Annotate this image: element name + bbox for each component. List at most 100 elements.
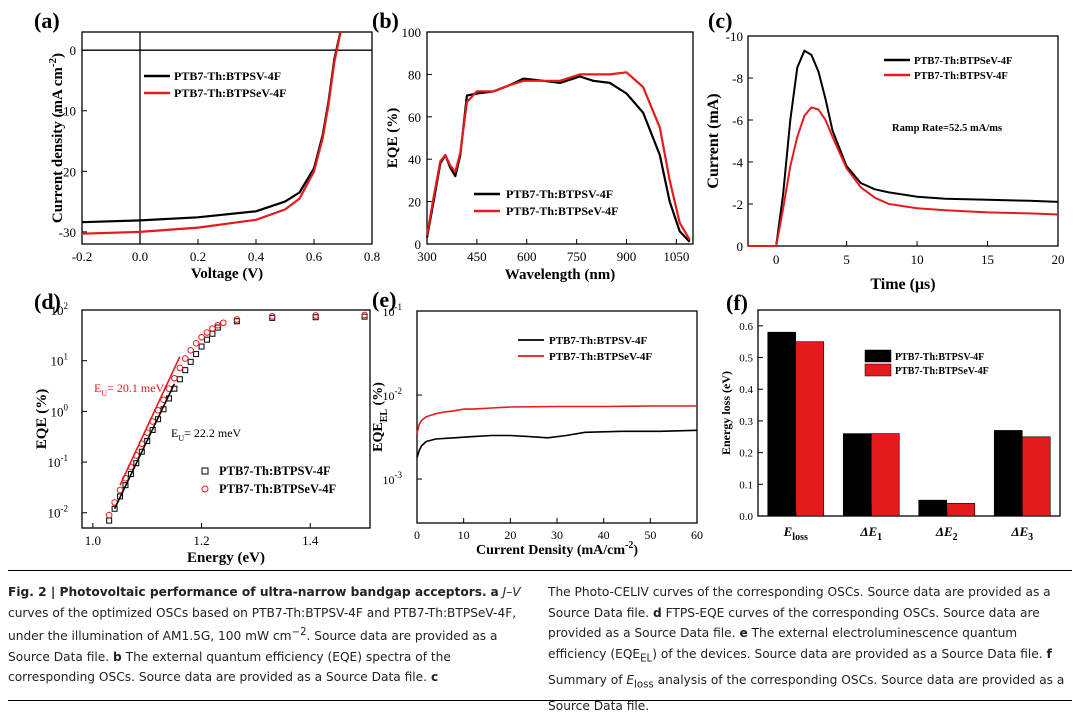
chart-e-series-btpsv	[416, 429, 698, 458]
chart-d-point-btpsev	[233, 316, 241, 323]
chart-d-ytick-label: 100	[51, 402, 69, 419]
caption-c-text: The Photo-CELIV curves of the correspond…	[548, 585, 1051, 620]
chart-e-ytick-exp: -1	[395, 302, 403, 312]
chart-f-ytick-label: 0.1	[739, 479, 753, 491]
chart-c-xtick-label: 0	[773, 252, 780, 267]
chart-d-annotation-rest: = 20.1 meV	[107, 381, 164, 395]
chart-a-ytick-label: 0	[70, 43, 77, 58]
chart-a-ytick-label: -30	[59, 225, 76, 240]
chart-d-ytick-base: 10	[51, 303, 64, 318]
chart-a-ytick-label: -10	[59, 104, 76, 119]
chart-f-ytick-label: 0.5	[739, 353, 753, 365]
caption-a-text2: . Source data are provided as a Source D…	[8, 629, 498, 664]
chart-a-xlabel: Voltage (V)	[191, 266, 263, 282]
chart-e-ytick-label: 10-1	[383, 302, 403, 319]
chart-a-ytick-label: -20	[59, 164, 76, 179]
caption-d-text: FTPS-EQE curves of the corresponding OSC…	[548, 605, 1040, 641]
chart-e-ytick-label: 10-2	[383, 386, 403, 403]
chart-f-bar-btpsev	[1021, 436, 1051, 517]
chart-a-xtick-label: 0.2	[190, 249, 206, 264]
chart-f-legend-swatch	[864, 363, 892, 377]
chart-e-ytick-exp: -2	[395, 386, 403, 396]
chart-d-point-btpsev	[105, 511, 113, 519]
chart-d-point-btpsv	[106, 517, 113, 524]
chart-d-xlabel: Energy (eV)	[187, 550, 265, 566]
caption-right-column: The Photo-CELIV curves of the correspond…	[548, 582, 1073, 716]
caption-divider-top	[8, 570, 1072, 571]
chart-b-xtick-label: 600	[517, 249, 537, 264]
chart-d-point-btpsev	[214, 321, 222, 329]
chart-d-ytick-base: 10	[51, 404, 64, 419]
caption-a-label: a	[490, 585, 499, 599]
chart-d-point-btpsev	[268, 313, 276, 320]
chart-d-fit-btpsev	[119, 356, 181, 486]
chart-b-xtick-label: 750	[567, 249, 587, 264]
chart-d-point-btpsv	[193, 351, 200, 358]
caption-f-text1: Summary of	[548, 672, 623, 687]
chart-b-eqe: 300 450 600 750 900 1050 0 20 40 60 80 100 Wavelengt…	[385, 25, 694, 283]
chart-f-category-main: ΔE	[935, 524, 953, 539]
chart-d-point-btpsv	[203, 336, 210, 343]
caption-fig-label: Fig. 2 | Photovoltaic performance of ult…	[8, 585, 487, 599]
caption-e-sub: EL	[640, 653, 653, 665]
chart-d-ylabel: EQE (%)	[34, 389, 50, 449]
chart-d-ytick-exp: 2	[64, 301, 69, 311]
chart-f-ytick-label: 0.3	[739, 416, 753, 428]
chart-d-xtick-label: 1.0	[85, 533, 101, 548]
caption-f-label: f	[1046, 646, 1052, 661]
chart-f-ylabel: Energy loss (eV)	[719, 371, 733, 455]
chart-e-ytick-base: 10	[383, 305, 395, 319]
chart-b-ytick-label: 0	[415, 237, 422, 252]
chart-f-category-label: ΔE2	[935, 524, 958, 543]
caption-b-label: b	[113, 649, 122, 664]
chart-d-point-btpsv	[111, 505, 118, 512]
chart-c-ylabel: Current (mA)	[705, 93, 722, 188]
chart-c-xtick-label: 20	[1052, 252, 1065, 267]
chart-d-annotation-e: E	[94, 381, 101, 395]
chart-d-point-btpsev	[203, 329, 211, 336]
chart-f-bar-btpsev	[946, 503, 976, 517]
chart-d-ytick-exp: -2	[61, 504, 69, 514]
chart-f-category-label: ΔE3	[1010, 524, 1033, 543]
chart-d-xtick-label: 1.4	[302, 533, 319, 548]
chart-d-point-btpsev	[361, 311, 368, 319]
chart-d-annotation-sub: U	[101, 389, 107, 398]
caption-c-label: c	[430, 670, 439, 685]
chart-b-xtick-label: 900	[617, 249, 637, 264]
chart-a-ylabel-sup: -2	[47, 57, 59, 67]
chart-b-xtick-label: 300	[417, 249, 437, 264]
chart-e-xlabel-main: Current Density (mA/cm	[476, 543, 625, 558]
chart-b-ytick-label: 20	[408, 195, 421, 210]
chart-c-ytick-label: -10	[726, 29, 743, 44]
chart-c-xtick-label: 15	[981, 252, 994, 267]
chart-d-annotation-rest: = 22.2 meV	[184, 426, 241, 440]
chart-f-ytick-label: 0.0	[739, 511, 753, 523]
chart-a-xtick-label: -0.2	[72, 249, 93, 264]
chart-f-category-main: ΔE	[859, 524, 877, 539]
chart-d-fit-btpsv	[113, 383, 176, 510]
caption-f-eloss-sub: loss	[634, 679, 654, 691]
panel-label-c: (c)	[708, 8, 733, 33]
chart-c-xtick-label: 5	[843, 252, 850, 267]
chart-b-ylabel: EQE (%)	[385, 108, 401, 168]
chart-d-annotation-e: E	[171, 426, 178, 440]
caption-f-eloss: E	[626, 672, 635, 687]
chart-b-frame	[426, 31, 694, 245]
chart-c-series-btpsev	[748, 49, 1059, 247]
chart-d-ytick-exp: -1	[61, 453, 69, 463]
chart-e-xtick-label: 0	[414, 528, 420, 542]
caption-left-column: Fig. 2 | Photovoltaic performance of ult…	[8, 582, 533, 688]
chart-e-xtick-label: 30	[551, 528, 563, 542]
caption-e-label: e	[739, 626, 748, 641]
chart-b-ytick-label: 80	[408, 67, 421, 82]
chart-b-legend-label: PTB7-Th:BTPSV-4F	[506, 187, 613, 201]
caption-a-text1: curves of the optimized OSCs based on PT…	[8, 605, 517, 644]
chart-d-point-btpsev	[209, 325, 216, 332]
chart-b-ytick-label: 100	[402, 25, 422, 40]
caption-a-jv: J–V	[502, 585, 521, 599]
chart-f-bar-btpsv	[767, 331, 797, 517]
chart-a-legend-label: PTB7-Th:BTPSeV-4F	[174, 86, 286, 100]
chart-a-xtick-label: 0.0	[132, 249, 148, 264]
